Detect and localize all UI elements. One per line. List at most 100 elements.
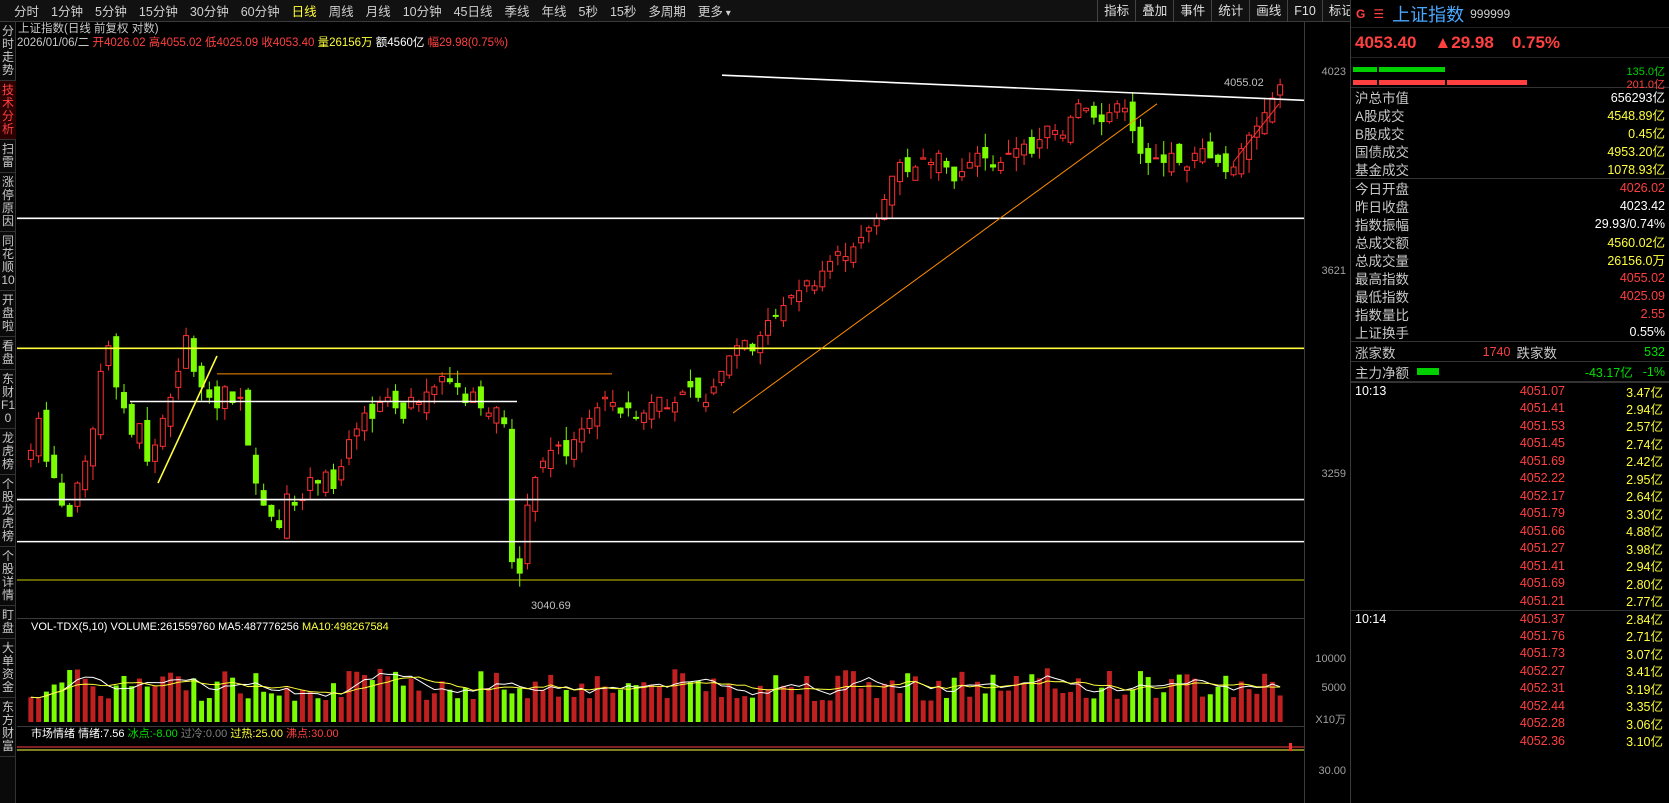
volume-bar [687,682,693,722]
volume-bar [1029,674,1035,722]
left-tab-4[interactable]: 同花顺10 [0,232,16,291]
candle-body [1269,97,1276,123]
volume-bar [292,700,298,722]
stat-row: 总成交量 26156.0万 [1351,251,1669,269]
tick-vol: 2.77亿 [1626,595,1663,610]
tick-price: 4051.07 [1519,384,1565,399]
timeframe-4[interactable]: 30分钟 [189,5,229,19]
left-tab-8[interactable]: 龙虎榜 [0,429,16,475]
left-tab-13[interactable]: 东方财富 [0,698,16,757]
short-trendline[interactable] [157,355,218,484]
down-value: 532 [1644,344,1665,359]
candle-body [501,417,508,425]
uptrend-line[interactable] [732,103,1158,414]
tick-vol: 2.71亿 [1626,630,1663,645]
tool-5[interactable]: F10 [1287,0,1322,22]
volume-bar [1192,678,1198,722]
candlestick-chart[interactable]: 4055.02 3040.69 [17,52,1304,622]
market-mood-chart[interactable] [17,741,1304,803]
menu-icon[interactable]: ☰ [1373,6,1385,21]
candle-body [1215,154,1222,163]
stat-value: 0.55% [1629,324,1665,339]
candle-body [563,440,570,457]
left-tab-7[interactable]: 东财F10 [0,370,16,429]
fund-flow-bars: 135.0亿 201.0亿 [1351,58,1669,91]
volume-bar [788,687,794,722]
timeframe-8[interactable]: 月线 [365,5,391,19]
timeframe-5[interactable]: 60分钟 [240,5,280,19]
left-tab-11[interactable]: 盯盘 [0,606,16,639]
boil-label: 沸点: [286,728,312,740]
timeframe-11[interactable]: 季线 [504,5,530,19]
tool-2[interactable]: 事件 [1173,0,1211,22]
tick-price: 4052.36 [1519,733,1565,748]
candle-body [904,157,911,173]
left-tab-2[interactable]: 扫雷 [0,140,16,173]
candle-body [524,504,531,565]
left-tab-12[interactable]: 大单资金 [0,639,16,698]
resistance-trendline[interactable] [721,74,1304,102]
candle-body [850,246,857,263]
candle-body [260,490,267,506]
timeframe-10[interactable]: 45日线 [453,5,493,19]
volume-bar [835,675,841,722]
outflow-bar-a [1353,80,1377,85]
volume-bar [905,673,911,722]
timeframe-16[interactable]: 更多 [692,1,737,20]
amt-value: 4560亿 [387,37,425,49]
tool-6[interactable]: 标记 [1321,0,1360,22]
low-label: 低 [205,37,217,49]
stat-value: 0.45亿 [1628,127,1665,141]
left-tab-10[interactable]: 个股详情 [0,547,16,606]
candle-body [493,407,500,424]
timeframe-7[interactable]: 周线 [328,5,354,19]
timeframe-15[interactable]: 多周期 [648,5,686,19]
tool-3[interactable]: 统计 [1211,0,1249,22]
candle-body [446,378,453,383]
tool-0[interactable]: 指标 [1097,0,1135,22]
volume-bar [59,682,65,722]
volume-bar [664,698,670,722]
stat-row: 沪总市值 656293亿 [1351,88,1669,106]
left-tab-5[interactable]: 开盘啦 [0,291,16,337]
ma10-value: 498267584 [333,621,389,633]
candle-body [889,175,896,206]
volume-bar [82,678,88,722]
candle-body [144,420,151,462]
stat-label: 指数量比 [1355,307,1409,323]
timeframe-1[interactable]: 1分钟 [51,5,83,19]
volume-bar [587,698,593,722]
left-tab-0[interactable]: 分时走势 [0,22,16,81]
main-flow-label: 主力净额 [1355,365,1409,381]
volume-bar [1099,687,1105,722]
volume-bar [812,700,818,722]
volume-bar [920,700,926,722]
chg-value: 29.98(0.75%) [439,37,509,49]
left-tab-6[interactable]: 看盘 [0,337,16,370]
volume-bar [975,681,981,722]
candle-body [943,160,950,168]
timeframe-3[interactable]: 15分钟 [138,5,178,19]
candle-body [1021,143,1028,156]
volume-bar [982,693,988,722]
tool-4[interactable]: 画线 [1249,0,1287,22]
volume-bar [1013,675,1019,722]
left-tab-9[interactable]: 个股龙虎榜 [0,475,16,547]
timeframe-13[interactable]: 5秒 [578,5,598,19]
left-tab-1[interactable]: 技术分析 [0,81,16,140]
volume-bar [912,676,918,722]
left-tab-3[interactable]: 涨停原因 [0,173,16,232]
timeframe-9[interactable]: 10分钟 [402,5,442,19]
timeframe-12[interactable]: 年线 [541,5,567,19]
tool-1[interactable]: 叠加 [1135,0,1173,22]
volume-ma5-line [30,672,1281,699]
recent-trendline[interactable] [1232,103,1280,163]
candle-body [1145,148,1152,163]
timeframe-2[interactable]: 5分钟 [94,5,127,19]
tick-vol: 2.94亿 [1626,560,1663,575]
volume-bar [563,689,569,722]
timeframe-14[interactable]: 15秒 [609,5,637,19]
volume-chart[interactable] [17,634,1304,726]
timeframe-6[interactable]: 日线 [291,5,317,19]
timeframe-0[interactable]: 分时 [14,5,40,19]
